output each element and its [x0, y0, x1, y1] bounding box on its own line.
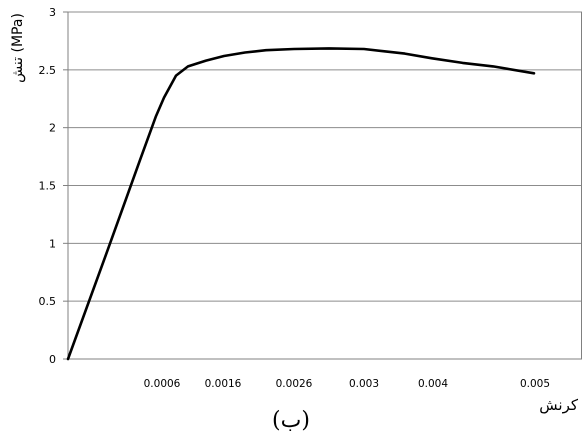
x-tick-label: 0.003 — [349, 378, 379, 390]
y-tick-labels: 0 0.5 1 1.5 2 2.5 3 — [39, 6, 68, 366]
x-tick-label: 0.004 — [418, 378, 448, 390]
x-tick-label: 0.0016 — [205, 378, 242, 390]
gridlines — [68, 11, 582, 302]
y-tick-label: 2.5 — [39, 64, 57, 77]
figure-caption: (ب) — [272, 408, 310, 433]
x-tick-label: 0.0026 — [276, 378, 313, 390]
series-line — [66, 47, 536, 361]
y-tick-label: 1 — [49, 237, 56, 250]
y-tick-label: 1.5 — [39, 180, 57, 193]
y-tick-label: 2 — [49, 122, 56, 135]
y-tick-label: 0 — [49, 353, 56, 366]
y-tick-label: 3 — [49, 6, 56, 19]
y-tick-label: 0.5 — [39, 295, 57, 308]
x-axis-label: کرنش — [539, 396, 579, 414]
x-tick-labels: 0.0006 0.0016 0.0026 0.003 0.004 0.005 — [144, 378, 550, 390]
series-group — [66, 47, 536, 361]
x-tick-label: 0.005 — [520, 378, 550, 390]
x-tick-label: 0.0006 — [144, 378, 181, 390]
y-axis-label: تنش (MPa) — [10, 13, 26, 83]
